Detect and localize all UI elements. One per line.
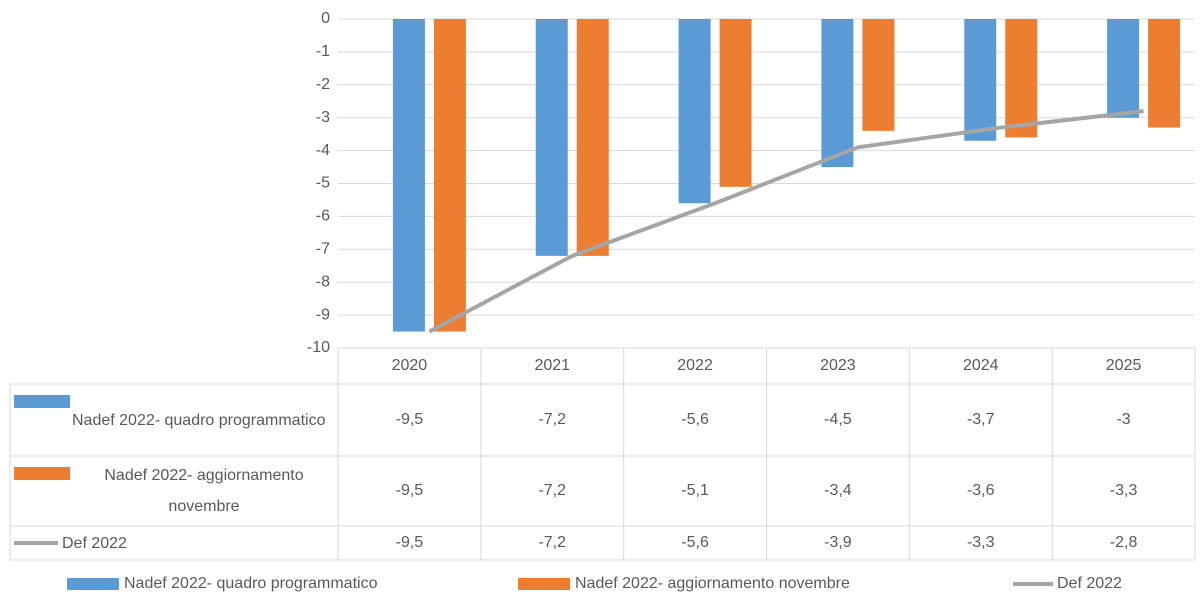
table-value: -9,5 bbox=[396, 411, 424, 428]
row-key bbox=[14, 541, 58, 545]
legend-key bbox=[67, 578, 119, 590]
row-header-text: Nadef 2022- aggiornamento novembre bbox=[14, 458, 336, 524]
table-value: -7,2 bbox=[538, 482, 566, 499]
y-tick-label: -10 bbox=[307, 339, 330, 356]
table-value: -3,6 bbox=[967, 482, 995, 499]
legend-key bbox=[518, 578, 570, 590]
legend-label: Nadef 2022- quadro programmatico bbox=[124, 575, 378, 592]
row-header-text: Nadef 2022- quadro programmatico bbox=[14, 386, 336, 454]
x-tick-label: 2024 bbox=[963, 357, 999, 374]
table-value: -3,3 bbox=[1110, 482, 1138, 499]
bar bbox=[719, 19, 752, 187]
table-value: -2,8 bbox=[1110, 534, 1138, 551]
bar bbox=[964, 19, 997, 141]
table-value: -3,7 bbox=[967, 411, 995, 428]
y-tick-label: -5 bbox=[316, 175, 330, 192]
x-tick-label: 2025 bbox=[1106, 357, 1142, 374]
bar bbox=[862, 19, 895, 131]
bar bbox=[821, 19, 854, 168]
series-name: Def 2022 bbox=[62, 534, 127, 552]
bar bbox=[433, 19, 466, 332]
y-tick-label: 0 bbox=[321, 10, 330, 27]
bar bbox=[1148, 19, 1181, 128]
bar bbox=[576, 19, 609, 256]
row-key bbox=[14, 467, 70, 480]
bar bbox=[678, 19, 711, 204]
x-tick-label: 2023 bbox=[820, 357, 856, 374]
series-name: Nadef 2022- aggiornamento novembre bbox=[104, 467, 304, 515]
table-value: -3,9 bbox=[824, 534, 852, 551]
table-value: -7,2 bbox=[538, 534, 566, 551]
y-tick-label: -9 bbox=[316, 306, 330, 323]
table-value: -7,2 bbox=[538, 411, 566, 428]
row-key bbox=[14, 395, 70, 408]
x-tick-label: 2020 bbox=[392, 357, 428, 374]
y-tick-label: -8 bbox=[316, 273, 330, 290]
y-tick-label: -7 bbox=[316, 241, 330, 258]
x-tick-label: 2021 bbox=[534, 357, 570, 374]
table-value: -5,6 bbox=[681, 534, 709, 551]
y-tick-label: -1 bbox=[316, 43, 330, 60]
table-value: -5,6 bbox=[681, 411, 709, 428]
y-tick-label: -3 bbox=[316, 109, 330, 126]
bar bbox=[1107, 19, 1140, 118]
bar bbox=[392, 19, 425, 332]
table-value: -9,5 bbox=[396, 534, 424, 551]
line bbox=[428, 109, 1144, 334]
table-value: -3 bbox=[1116, 411, 1130, 428]
bar bbox=[535, 19, 568, 256]
legend-label: Nadef 2022- aggiornamento novembre bbox=[575, 575, 850, 592]
legend-label: Def 2022 bbox=[1057, 575, 1122, 592]
row-header-text: Def 2022 bbox=[14, 528, 336, 558]
x-tick-label: 2022 bbox=[677, 357, 713, 374]
y-tick-label: -4 bbox=[316, 142, 330, 159]
table-value: -5,1 bbox=[681, 482, 709, 499]
table-value: -9,5 bbox=[396, 482, 424, 499]
row-header: Nadef 2022- quadro programmatico bbox=[14, 386, 336, 454]
table-value: -3,4 bbox=[824, 482, 852, 499]
y-tick-label: -6 bbox=[316, 208, 330, 225]
table-value: -4,5 bbox=[824, 411, 852, 428]
y-tick-label: -2 bbox=[316, 76, 330, 93]
row-header: Nadef 2022- aggiornamento novembre bbox=[14, 458, 336, 524]
table-value: -3,3 bbox=[967, 534, 995, 551]
series-name: Nadef 2022- quadro programmatico bbox=[72, 411, 326, 429]
bar bbox=[1005, 19, 1038, 138]
row-header: Def 2022 bbox=[14, 528, 336, 558]
